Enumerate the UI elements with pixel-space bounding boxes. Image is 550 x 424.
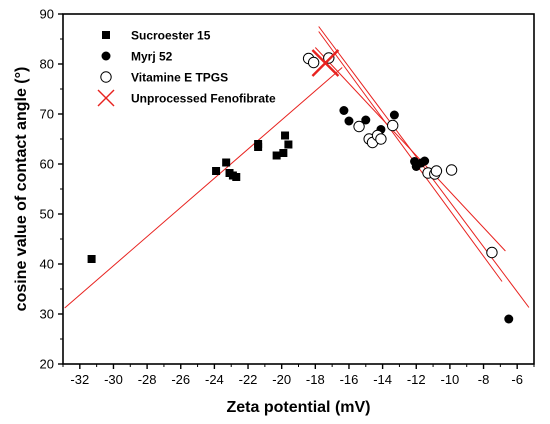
point-vitamine-e-tpgs: [486, 246, 498, 259]
x-tick-label: -10: [440, 372, 459, 387]
legend-symbol-myrj-52: [101, 51, 111, 61]
x-tick-label: -6: [511, 372, 523, 387]
x-tick-label: -20: [272, 372, 291, 387]
point-myrj-52: [420, 156, 430, 166]
data-points: [87, 49, 514, 324]
fit-line-2: [318, 26, 530, 308]
point-sucroester-15: [87, 255, 96, 263]
point-sucroester-15: [279, 149, 288, 157]
x-tick-label: -30: [104, 372, 123, 387]
fit-line-4: [318, 31, 503, 282]
x-axis: -32 -30 -28 -26 -24 -22 -20 -18 -16 -14 -12 -10 -8 -6: [62, 364, 535, 387]
x-tick-label: -24: [205, 372, 224, 387]
x-tick-label: -26: [171, 372, 190, 387]
x-tick-label: -16: [340, 372, 359, 387]
x-tick-label: -8: [478, 372, 490, 387]
point-myrj-52: [339, 106, 349, 115]
point-myrj-52: [389, 110, 399, 120]
y-tick-label: 30: [40, 307, 54, 322]
legend-label: Myrj 52: [131, 50, 173, 64]
fit-lines: [64, 26, 530, 309]
legend-label: Unprocessed Fenofibrate: [131, 92, 276, 106]
x-tick-label: -32: [70, 372, 89, 387]
point-sucroester-15: [254, 140, 263, 148]
point-myrj-52: [504, 314, 514, 324]
legend-item-myrj-52: Myrj 52: [101, 50, 173, 64]
y-tick-label: 20: [40, 357, 54, 372]
fit-line-3: [314, 47, 506, 252]
legend: Sucroester 15 Myrj 52 Vitamine E TPGS Unpro…: [97, 29, 276, 107]
legend-symbol-vitamine-e-tpgs: [100, 71, 112, 83]
point-vitamine-e-tpgs: [445, 164, 458, 176]
x-axis-label: Zeta potential (mV): [226, 399, 370, 416]
legend-item-sucroester-15: Sucroester 15: [102, 29, 211, 43]
x-tick-label: -28: [138, 372, 157, 387]
point-vitamine-e-tpgs: [353, 120, 365, 133]
legend-symbol-sucroester-15: [102, 31, 110, 39]
fit-line-1: [64, 67, 343, 309]
y-tick-label: 40: [40, 257, 54, 272]
y-tick-label: 80: [40, 57, 54, 72]
x-tick-label: -22: [239, 372, 258, 387]
point-sucroester-15: [222, 158, 231, 167]
point-unprocessed-fenofibrate: [311, 49, 340, 77]
point-sucroester-15: [281, 131, 290, 140]
point-sucroester-15: [272, 151, 281, 160]
plot-frame: [62, 13, 535, 365]
x-marker-stroke: [311, 49, 340, 77]
y-tick-label: 50: [40, 207, 54, 222]
legend-item-vitamine-e-tpgs: Vitamine E TPGS: [100, 71, 228, 85]
point-vitamine-e-tpgs: [387, 119, 399, 132]
legend-label: Sucroester 15: [131, 29, 211, 43]
y-tick-label: 60: [40, 157, 54, 172]
x-tick-label: -12: [407, 372, 426, 387]
point-vitamine-e-tpgs: [307, 56, 320, 69]
point-sucroester-15: [284, 140, 293, 149]
legend-item-unprocessed-fenofibrate: Unprocessed Fenofibrate: [97, 89, 276, 107]
y-tick-label: 70: [40, 107, 54, 122]
point-sucroester-15: [212, 167, 221, 175]
point-myrj-52: [361, 115, 371, 125]
x-tick-label: -18: [306, 372, 325, 387]
legend-x-icon: [97, 89, 115, 107]
point-sucroester-15: [232, 173, 241, 181]
legend-label: Vitamine E TPGS: [131, 71, 228, 85]
y-axis: 20 30 40 50 60 70 80 90: [40, 7, 63, 372]
plot-border: [62, 13, 535, 365]
point-vitamine-e-tpgs: [430, 165, 443, 177]
point-myrj-52: [344, 116, 354, 126]
y-axis-label: cosine value of contact angle (°): [13, 67, 30, 312]
x-tick-label: -14: [373, 372, 392, 387]
point-vitamine-e-tpgs: [375, 133, 387, 145]
y-tick-label: 90: [40, 7, 54, 22]
